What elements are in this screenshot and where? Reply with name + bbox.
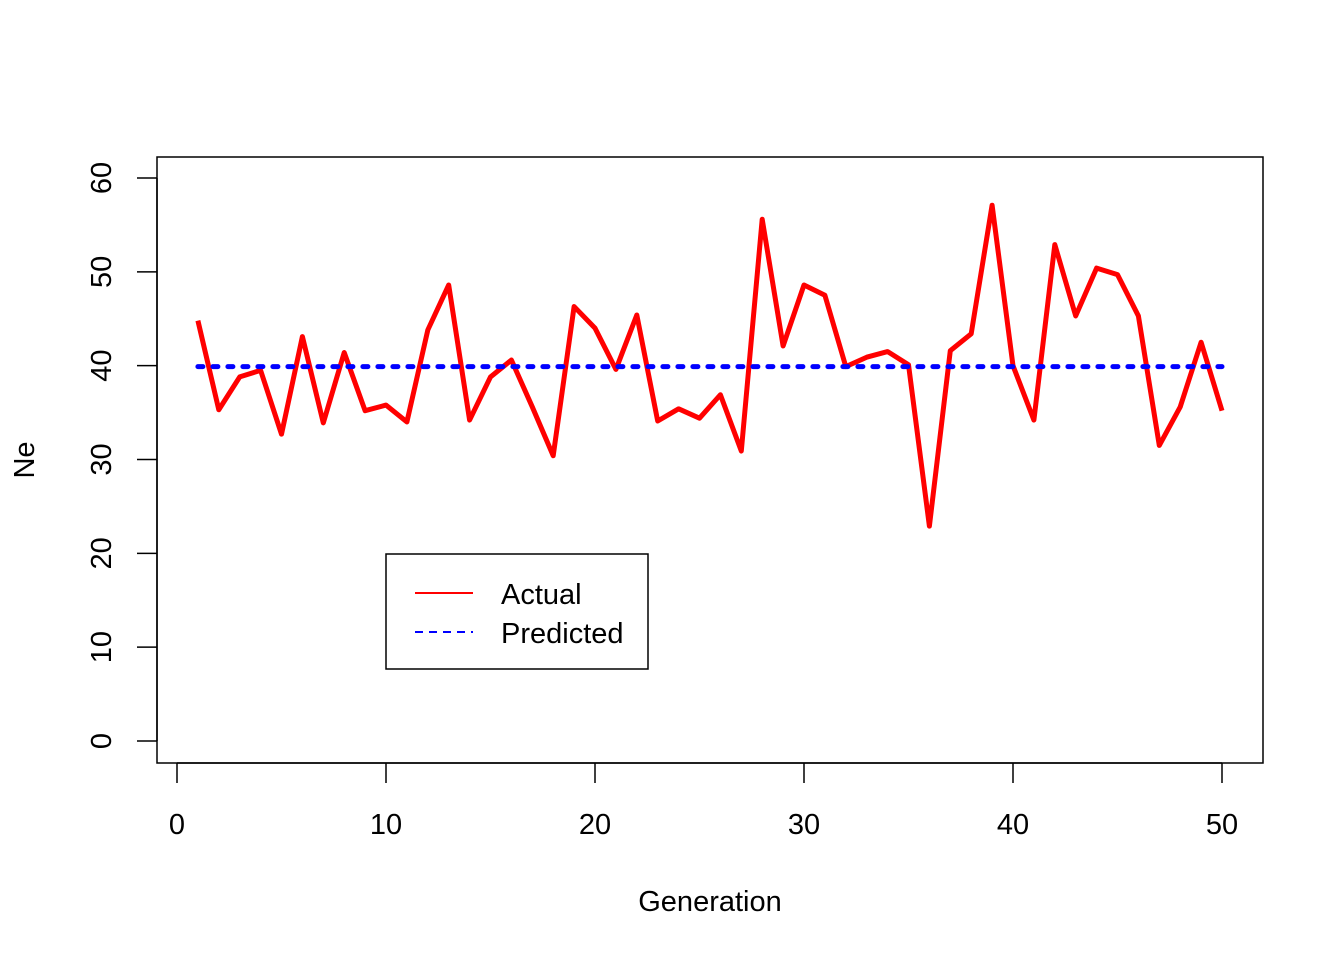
x-axis-label: Generation (638, 886, 782, 918)
legend-label-predicted: Predicted (501, 618, 624, 650)
y-tick-label: 40 (86, 350, 118, 382)
y-axis-label: Ne (9, 441, 41, 478)
y-tick-label: 60 (86, 162, 118, 194)
y-tick-label: 50 (86, 256, 118, 288)
legend: Actual Predicted (386, 554, 648, 669)
y-tick-label: 30 (86, 443, 118, 475)
x-tick-label: 10 (370, 809, 402, 841)
legend-label-actual: Actual (501, 579, 582, 611)
x-tick-label: 50 (1206, 809, 1238, 841)
x-tick-label: 30 (788, 809, 820, 841)
y-tick-label: 10 (86, 631, 118, 663)
plot-area-frame (157, 157, 1263, 763)
x-axis: 0 10 20 30 40 50 (169, 763, 1238, 841)
y-tick-label: 20 (86, 537, 118, 569)
y-axis: 0 10 20 30 40 50 60 (86, 162, 157, 749)
x-tick-label: 20 (579, 809, 611, 841)
x-tick-label: 40 (997, 809, 1029, 841)
series-group (198, 205, 1222, 526)
x-tick-label: 0 (169, 809, 185, 841)
y-tick-label: 0 (86, 733, 118, 749)
legend-box (386, 554, 648, 669)
